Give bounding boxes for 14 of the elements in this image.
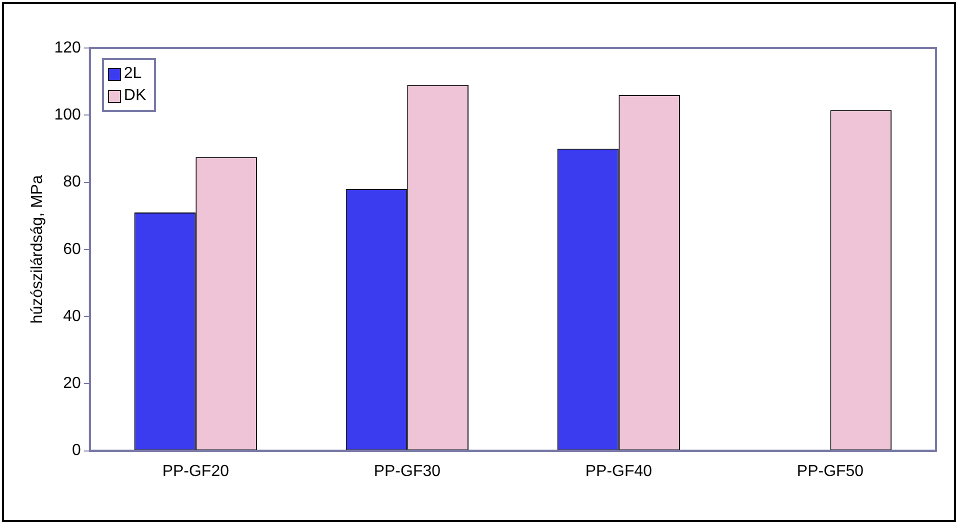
y-tick-label: 60	[63, 240, 81, 258]
legend-label: DK	[124, 86, 146, 106]
x-tick-label: PP-GF50	[796, 462, 864, 480]
x-tick-label: PP-GF40	[585, 462, 652, 480]
y-axis-title: húzószilárdság, MPa	[29, 175, 46, 324]
y-tick-label: 120	[54, 39, 81, 56]
x-tick-label: PP-GF30	[374, 462, 441, 480]
y-tick-label: 40	[63, 308, 81, 325]
y-tick-label: 20	[63, 375, 81, 392]
y-tick-label: 100	[54, 106, 81, 124]
x-tick-label: PP-GF20	[162, 462, 230, 480]
legend-label: 2L	[124, 64, 142, 84]
y-tick-label: 0	[72, 442, 81, 460]
y-tick-label: 80	[63, 174, 81, 191]
